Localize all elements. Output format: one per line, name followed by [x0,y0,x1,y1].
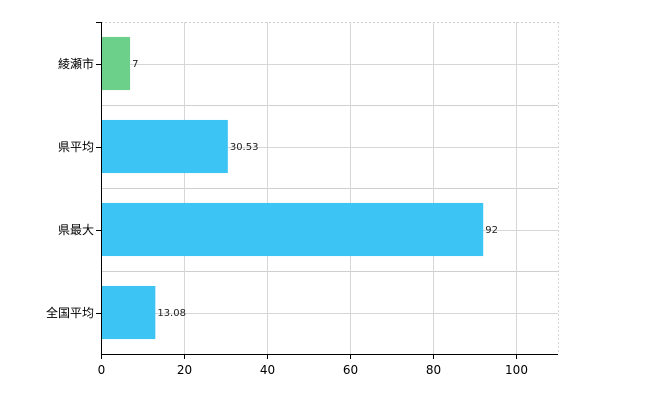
labels: 7 綾瀬市 30.53 県平均 92 県最大 13.08 全国平均 0 20 40 60 80 100 [46,56,528,377]
gridlines [101,22,559,354]
x-tick-label: 60 [343,363,358,377]
data-label: 7 [132,59,138,70]
bar [101,36,131,91]
category-label: 全国平均 [46,305,94,320]
category-label: 県最大 [58,223,94,237]
x-tick-label: 80 [426,363,441,377]
data-label: 30.53 [230,142,259,153]
bar [101,285,156,340]
bars [101,36,484,340]
x-tick-label: 20 [177,363,192,377]
bar [101,202,484,257]
x-tick-label: 100 [505,363,528,377]
category-label: 綾瀬市 [58,56,94,71]
axes [96,22,558,359]
x-tick-label: 0 [98,363,106,377]
data-label: 92 [485,225,498,236]
x-tick-label: 40 [260,363,275,377]
bar [101,119,228,174]
category-label: 県平均 [58,140,94,154]
data-label: 13.08 [157,308,186,319]
